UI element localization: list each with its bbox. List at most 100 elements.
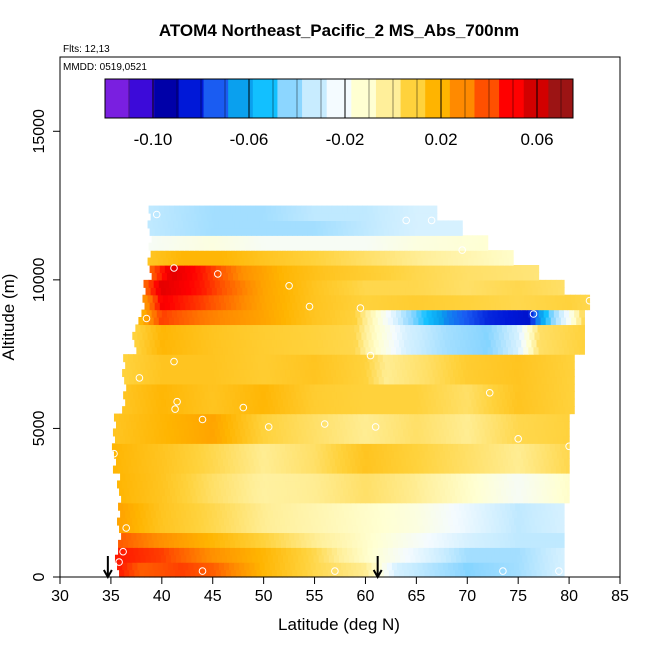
heatmap-cell bbox=[363, 227, 370, 236]
heatmap-cell bbox=[285, 406, 291, 415]
heatmap-cell bbox=[267, 250, 274, 259]
heatmap-cell bbox=[450, 287, 457, 296]
heatmap-cell bbox=[509, 257, 514, 266]
heatmap-cell bbox=[536, 569, 543, 578]
heatmap-cell bbox=[528, 532, 535, 541]
heatmap-cell bbox=[183, 369, 189, 378]
heatmap-cell bbox=[534, 331, 541, 340]
heatmap-cell bbox=[326, 242, 333, 251]
heatmap-cell bbox=[421, 458, 428, 467]
heatmap-cell bbox=[426, 309, 433, 318]
heatmap-cell bbox=[235, 547, 241, 556]
heatmap-cell bbox=[251, 302, 258, 311]
heatmap-cell bbox=[511, 569, 517, 578]
heatmap-cell bbox=[378, 413, 385, 422]
heatmap-cell bbox=[479, 317, 486, 326]
heatmap-cell bbox=[503, 517, 510, 526]
heatmap-cell bbox=[139, 376, 146, 385]
heatmap-cell bbox=[236, 487, 242, 496]
heatmap-cell bbox=[269, 369, 276, 378]
heatmap-cell bbox=[159, 487, 166, 496]
heatmap-cell bbox=[189, 465, 195, 474]
heatmap-cell bbox=[347, 391, 353, 400]
heatmap-cell bbox=[550, 465, 557, 474]
heatmap-cell bbox=[289, 458, 295, 467]
heatmap-cell bbox=[240, 242, 246, 251]
heatmap-cell bbox=[414, 339, 421, 348]
heatmap-cell bbox=[453, 331, 459, 340]
heatmap-cell bbox=[315, 220, 322, 229]
heatmap-cell bbox=[483, 369, 490, 378]
heatmap-cell bbox=[236, 525, 242, 534]
heatmap-cell bbox=[194, 539, 201, 548]
heatmap-cell bbox=[191, 324, 198, 333]
heatmap-cell bbox=[299, 346, 305, 355]
heatmap-cell bbox=[298, 473, 304, 482]
heatmap-cell bbox=[401, 235, 407, 244]
heatmap-cell bbox=[530, 465, 537, 474]
heatmap-cell bbox=[441, 235, 448, 244]
data-point bbox=[115, 558, 123, 566]
heatmap-cell bbox=[468, 257, 474, 266]
heatmap-cell bbox=[403, 547, 409, 556]
heatmap-cell bbox=[341, 294, 347, 303]
heatmap-cell bbox=[489, 428, 496, 437]
heatmap-cell bbox=[298, 287, 304, 296]
heatmap-cell bbox=[156, 346, 163, 355]
heatmap-cell bbox=[146, 458, 153, 467]
heatmap-cell bbox=[391, 257, 398, 266]
heatmap-cell bbox=[422, 294, 429, 303]
heatmap-cell bbox=[290, 331, 296, 340]
heatmap-cell bbox=[394, 554, 401, 563]
heatmap-cell bbox=[414, 569, 421, 578]
heatmap-cell bbox=[253, 458, 260, 467]
heatmap-cell bbox=[547, 435, 554, 444]
heatmap-cell bbox=[498, 480, 505, 489]
heatmap-cell bbox=[188, 443, 194, 452]
heatmap-cell bbox=[209, 547, 216, 556]
heatmap-cell bbox=[307, 525, 314, 534]
heatmap-cell bbox=[255, 205, 262, 214]
heatmap-cell bbox=[423, 539, 430, 548]
heatmap-cell bbox=[274, 369, 281, 378]
heatmap-cell bbox=[452, 532, 458, 541]
heatmap-cell bbox=[230, 279, 236, 288]
heatmap-cell bbox=[487, 383, 494, 392]
heatmap-cell bbox=[419, 227, 426, 236]
heatmap-cell bbox=[367, 317, 374, 326]
heatmap-cell bbox=[135, 473, 142, 482]
heatmap-cell bbox=[193, 517, 200, 526]
heatmap-cell bbox=[157, 331, 164, 340]
heatmap-cell bbox=[430, 510, 437, 519]
heatmap-cell bbox=[521, 413, 527, 422]
heatmap-cell bbox=[213, 294, 220, 303]
heatmap-cell bbox=[458, 443, 464, 452]
heatmap-cell bbox=[218, 294, 225, 303]
heatmap-cell bbox=[152, 331, 159, 340]
heatmap-cell bbox=[323, 435, 330, 444]
heatmap-cell bbox=[375, 235, 382, 244]
heatmap-cell bbox=[517, 398, 523, 407]
heatmap-cell bbox=[546, 525, 553, 534]
heatmap-cell bbox=[392, 205, 399, 214]
heatmap-cell bbox=[138, 391, 145, 400]
heatmap-cell bbox=[369, 213, 376, 222]
heatmap-cell bbox=[159, 227, 166, 236]
heatmap-cell bbox=[505, 525, 512, 534]
heatmap-cell bbox=[517, 435, 523, 444]
heatmap-cell bbox=[382, 205, 389, 214]
heatmap-cell bbox=[162, 331, 169, 340]
heatmap-cell bbox=[195, 450, 202, 459]
heatmap-cell bbox=[444, 413, 451, 422]
heatmap-cell bbox=[288, 398, 294, 407]
heatmap-cell bbox=[247, 473, 254, 482]
heatmap-cell bbox=[232, 554, 238, 563]
heatmap-cell bbox=[542, 510, 549, 519]
heatmap-cell bbox=[443, 428, 450, 437]
data-point bbox=[427, 216, 436, 225]
heatmap-cell bbox=[202, 421, 209, 430]
heatmap-cell bbox=[411, 272, 417, 281]
heatmap-cell bbox=[559, 406, 566, 415]
heatmap-cell bbox=[400, 510, 406, 519]
heatmap-cell bbox=[308, 473, 315, 482]
